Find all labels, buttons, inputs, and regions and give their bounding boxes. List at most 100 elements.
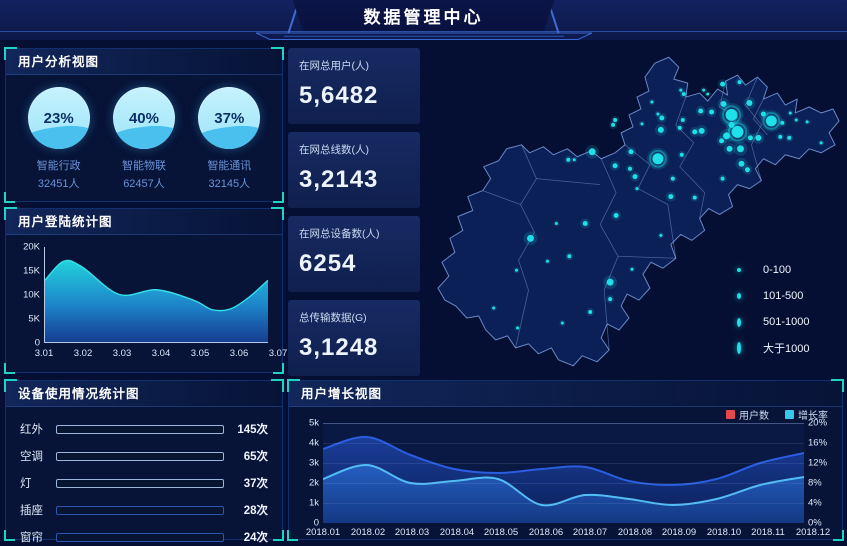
bar-row: 窗帘 24次 [20, 527, 268, 546]
x-tick: 3.06 [229, 348, 249, 359]
gauge-count: 62457人 [123, 178, 165, 190]
panel-user-analysis: 用户分析视图 23% 智能行政 32451人 40% 智能物联 62457人 3… [4, 47, 284, 203]
y-tick: 16% [808, 437, 828, 449]
y-tick: 0% [808, 517, 822, 529]
corner-decoration [4, 192, 15, 203]
bar-row: 插座 28次 [20, 500, 268, 520]
bar-value: 145次 [237, 424, 268, 436]
bar-track [56, 505, 224, 515]
y-tick: 10K [23, 289, 40, 301]
users-line-path [323, 435, 804, 487]
y-tick: 20K [23, 241, 40, 253]
x-tick: 3.02 [73, 348, 93, 359]
gridline [323, 503, 804, 504]
legend-item-rate[interactable]: 增长率 [785, 407, 828, 422]
corner-decoration [833, 530, 844, 541]
kpi-card-total-lines: 在网总线数(人) 3,2143 [288, 132, 420, 208]
panel-login-stats: 用户登陆统计图 20K 15K 10K 5K 0 [4, 207, 287, 374]
bar-label: 空调 [20, 451, 43, 463]
kpi-card-total-data: 总传输数据(G) 3,1248 [288, 300, 420, 376]
kpi-card-total-users: 在网总用户(人) 5,6482 [288, 48, 420, 124]
bar-track [56, 451, 224, 461]
y-tick: 5K [28, 313, 40, 325]
y-tick: 0 [313, 517, 319, 529]
header-divider [0, 31, 847, 32]
bar-row: 空调 65次 [20, 446, 268, 466]
liquid-gauge: 40% [112, 87, 175, 149]
kpi-label: 在网总用户(人) [299, 60, 369, 72]
login-plot-area [44, 247, 268, 343]
kpi-card-total-devices: 在网总设备数(人) 6254 [288, 216, 420, 292]
y-tick: 12% [808, 457, 828, 469]
login-chart: 20K 15K 10K 5K 0 [14, 242, 287, 365]
gauge-comm: 37% 智能通讯 32145人 [190, 87, 268, 191]
x-tick: 2018.08 [617, 527, 653, 538]
growth-chart: 5k 4k 3k 2k 1k 0 20% 16% 12% 8% 4% 0% [295, 418, 836, 539]
y-tick: 1k [308, 497, 319, 509]
legend-item: 大于1000 [737, 335, 810, 361]
x-tick: 3.05 [190, 348, 210, 359]
gridline [323, 443, 804, 444]
y-tick: 4% [808, 497, 822, 509]
legend-dot [737, 342, 741, 354]
gauge-percent: 37% [214, 109, 245, 127]
device-bar-chart: 红外 145次 空调 65次 灯 37次 插座 28次 窗帘 [6, 407, 282, 546]
bar-label: 红外 [20, 424, 43, 436]
gauge-percent: 40% [128, 109, 159, 127]
kpi-value: 3,1248 [299, 334, 379, 361]
legend-label: 0-100 [763, 264, 792, 276]
gauge-label: 智能行政 [36, 160, 81, 172]
gridline [323, 423, 804, 424]
legend-dot [737, 317, 741, 327]
x-tick: 2018.12 [795, 527, 831, 538]
panel-title: 用户登陆统计图 [6, 209, 282, 235]
gauge-percent: 23% [43, 109, 74, 127]
corner-decoration [4, 530, 15, 541]
rate-area-path [323, 464, 804, 523]
y-tick: 15K [23, 265, 40, 277]
header: 数据管理中心 [0, 0, 847, 40]
x-tick: 2018.11 [751, 527, 785, 538]
y-tick: 0 [34, 337, 40, 349]
growth-plot-area [323, 423, 804, 523]
x-tick: 2018.01 [305, 527, 341, 538]
y-tick: 3k [308, 457, 319, 469]
bar-value: 65次 [243, 451, 268, 463]
x-tick: 3.07 [268, 348, 288, 359]
liquid-gauge: 37% [198, 87, 261, 149]
kpi-value: 5,6482 [299, 82, 379, 109]
panel-title: 设备使用情况统计图 [6, 381, 282, 407]
gauge-label: 智能通讯 [207, 160, 252, 172]
corner-decoration [287, 530, 298, 541]
legend-item-users[interactable]: 用户数 [726, 407, 769, 422]
x-tick: 2018.03 [394, 527, 430, 538]
kpi-label: 在网总设备数(人) [299, 228, 380, 240]
gauge-admin: 23% 智能行政 32451人 [20, 87, 98, 191]
legend-label: 大于1000 [763, 343, 810, 355]
gauge-group: 23% 智能行政 32451人 40% 智能物联 62457人 37% 智能通讯… [6, 75, 282, 191]
corner-decoration [273, 192, 284, 203]
x-tick: 2018.06 [528, 527, 564, 538]
corner-decoration [4, 363, 15, 374]
gauge-count: 32451人 [37, 178, 80, 190]
corner-decoration [273, 530, 284, 541]
panel-title: 用户分析视图 [6, 49, 282, 75]
legend-dot [737, 268, 741, 272]
region-map[interactable]: 0-100 101-500 501-1000 大于1000 [425, 45, 843, 378]
x-tick: 3.01 [34, 348, 54, 359]
growth-legend: 用户数 增长率 [726, 407, 828, 422]
map-legend: 0-100 101-500 501-1000 大于1000 [737, 257, 810, 361]
x-tick: 2018.09 [661, 527, 697, 538]
liquid-gauge: 23% [27, 87, 90, 149]
map-svg [437, 56, 840, 367]
login-area-svg [45, 259, 268, 342]
header-base-decoration [255, 32, 592, 40]
kpi-value: 6254 [299, 250, 357, 277]
legend-item: 101-500 [737, 283, 810, 309]
kpi-column: 在网总用户(人) 5,6482 在网总线数(人) 3,2143 在网总设备数(人… [288, 48, 420, 376]
bar-value: 37次 [243, 478, 268, 490]
gauge-label: 智能物联 [121, 160, 166, 172]
panel-user-growth: 用户增长视图 用户数 增长率 5k 4k 3k 2k 1k 0 20% 16 [287, 379, 844, 541]
x-tick: 3.03 [112, 348, 132, 359]
